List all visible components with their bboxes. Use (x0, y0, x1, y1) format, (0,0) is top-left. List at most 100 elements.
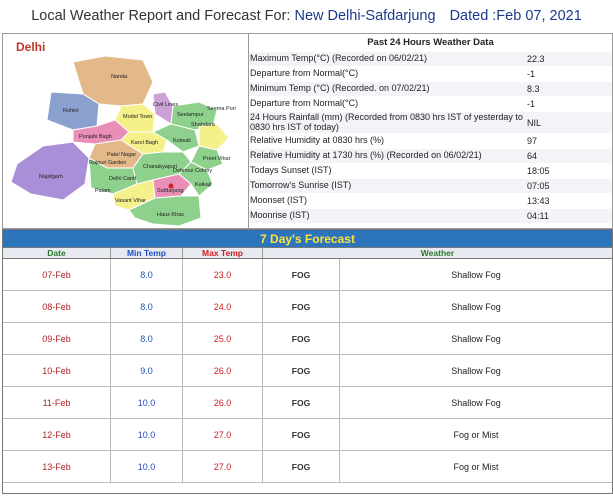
forecast-max-temp: 25.0 (183, 323, 263, 354)
forecast-date: 08-Feb (3, 291, 111, 322)
past-24h-row: Tomorrow's Sunrise (IST) 07:05 (249, 178, 612, 193)
col-header-min-temp: Min Temp (111, 248, 183, 258)
map-label: Rajouri Garden (89, 160, 126, 166)
forecast-header-row: Date Min Temp Max Temp Weather (3, 248, 612, 259)
past-24h-panel: Past 24 Hours Weather Data Maximum Temp(… (249, 34, 612, 228)
forecast-min-temp: 10.0 (111, 387, 183, 418)
forecast-max-temp: 27.0 (183, 451, 263, 482)
map-label: Safdarjung (157, 188, 184, 194)
forecast-weather: Fog or Mist (453, 429, 499, 440)
forecast-max-temp: 26.0 (183, 387, 263, 418)
map-label: Punjabi Bagh (79, 134, 112, 140)
forecast-row: 07-Feb 8.0 23.0 FOG Shallow Fog (3, 259, 612, 291)
past-24h-row: Todays Sunset (IST) 18:05 (249, 163, 612, 178)
forecast-min-temp: 8.0 (111, 291, 183, 322)
forecast-min-temp: 8.0 (111, 259, 183, 290)
forecast-min-temp: 10.0 (111, 419, 183, 450)
forecast-min-temp: 8.0 (111, 323, 183, 354)
forecast-min-temp: 10.0 (111, 451, 183, 482)
past-24h-value: -1 (527, 99, 536, 109)
fog-icon: FOG (263, 323, 340, 354)
forecast-date: 11-Feb (3, 387, 111, 418)
map-label: Model Town (123, 114, 152, 120)
forecast-date: 13-Feb (3, 451, 111, 482)
forecast-row: 11-Feb 10.0 26.0 FOG Shallow Fog (3, 387, 612, 419)
map-title: Delhi (16, 40, 46, 54)
past-24h-label: Minimum Temp (°C) (Recorded. on 07/02/21… (250, 83, 430, 94)
past-24h-value: 22.3 (527, 54, 545, 64)
forecast-table: 7 Day's Forecast Date Min Temp Max Temp … (2, 229, 613, 494)
past-24h-value: 07:05 (527, 181, 550, 191)
fog-icon: FOG (263, 355, 340, 386)
past-24h-row: Relative Humidity at 0830 hrs (%) 97 (249, 133, 612, 148)
col-header-date: Date (3, 248, 111, 258)
forecast-title: 7 Day's Forecast (3, 230, 612, 248)
forecast-date: 10-Feb (3, 355, 111, 386)
past-24h-value: 04:11 (527, 211, 549, 221)
forecast-row: 10-Feb 9.0 26.0 FOG Shallow Fog (3, 355, 612, 387)
past-24h-row: Relative Humidity at 1730 hrs (%) (Recor… (249, 148, 612, 163)
map-label: Vasant Vihar (115, 198, 146, 204)
forecast-date: 07-Feb (3, 259, 111, 290)
forecast-date: 12-Feb (3, 419, 111, 450)
forecast-weather: Shallow Fog (451, 397, 501, 408)
map-label: Palam (95, 188, 111, 194)
past-24h-value: 8.3 (527, 84, 540, 94)
forecast-rows: 07-Feb 8.0 23.0 FOG Shallow Fog 08-Feb 8.0 24.0… (3, 259, 612, 483)
current-weather-panel: Delhi (2, 33, 613, 229)
delhi-district-map: Delhi (3, 34, 249, 228)
forecast-max-temp: 27.0 (183, 419, 263, 450)
forecast-row: 09-Feb 8.0 25.0 FOG Shallow Fog (3, 323, 612, 355)
past-24h-value: 18:05 (527, 166, 550, 176)
forecast-weather: Shallow Fog (451, 365, 501, 376)
forecast-weather: Shallow Fog (451, 333, 501, 344)
past-24h-label: Todays Sunset (IST) (250, 165, 332, 176)
map-label: Najafgarh (39, 174, 63, 180)
forecast-max-temp: 23.0 (183, 259, 263, 290)
map-image: Narela Rohini Model Town Civil Lines See… (10, 55, 236, 227)
past-24h-label: Relative Humidity at 0830 hrs (%) (250, 135, 385, 146)
fog-icon: FOG (263, 387, 340, 418)
header-title: Local Weather Report and Forecast For: (31, 8, 291, 24)
map-label: Chanakyapuri (143, 164, 177, 170)
map-label: Civil Lines (153, 102, 178, 108)
forecast-min-temp: 9.0 (111, 355, 183, 386)
map-label: Seelampur (177, 112, 204, 118)
past-24h-label: Maximum Temp(°C) (Recorded on 06/02/21) (250, 53, 428, 64)
map-label: Karol Bagh (131, 140, 158, 146)
past-24h-row: Moonset (IST) 13:43 (249, 193, 612, 208)
forecast-weather: Shallow Fog (451, 301, 501, 312)
forecast-date: 09-Feb (3, 323, 111, 354)
forecast-weather: Shallow Fog (451, 269, 501, 280)
col-header-weather: Weather (263, 248, 612, 258)
map-label: Defence Colony (173, 168, 212, 174)
past-24h-value: 97 (527, 136, 538, 146)
past-24h-label: Departure from Normal(°C) (250, 68, 359, 79)
fog-icon: FOG (263, 259, 340, 290)
map-label: Patel Nagar (107, 152, 136, 158)
map-label: Seema Puri (207, 106, 236, 112)
map-label: Narela (111, 74, 128, 80)
past-24h-row: 24 Hours Rainfall (mm) (Recorded from 08… (249, 111, 612, 133)
past-24h-label: Relative Humidity at 1730 hrs (%) (Recor… (250, 150, 482, 161)
past-24h-row: Departure from Normal(°C) -1 (249, 96, 612, 111)
past-24h-row: Minimum Temp (°C) (Recorded. on 07/02/21… (249, 81, 612, 96)
fog-icon: FOG (263, 291, 340, 322)
past-24h-label: Moonset (IST) (250, 195, 308, 206)
map-label: Kotwali (173, 138, 191, 144)
map-label: Shahdara (191, 122, 216, 128)
forecast-max-temp: 24.0 (183, 291, 263, 322)
past-24h-row: Departure from Normal(°C) -1 (249, 66, 612, 81)
map-label: Preet Vihar (203, 156, 231, 162)
past-24h-label: Moonrise (IST) (250, 210, 310, 221)
forecast-weather: Fog or Mist (453, 461, 499, 472)
page-header: Local Weather Report and Forecast For: N… (0, 0, 613, 33)
station-name: New Delhi-Safdarjung (294, 8, 436, 24)
fog-icon: FOG (263, 451, 340, 482)
past-24h-value: 64 (527, 151, 538, 161)
map-label: Delhi Cantt (109, 176, 137, 182)
forecast-max-temp: 26.0 (183, 355, 263, 386)
past-24h-value: NIL (527, 117, 542, 128)
map-label: Rohini (63, 108, 79, 114)
past-24h-label: 24 Hours Rainfall (mm) (Recorded from 08… (250, 112, 523, 132)
